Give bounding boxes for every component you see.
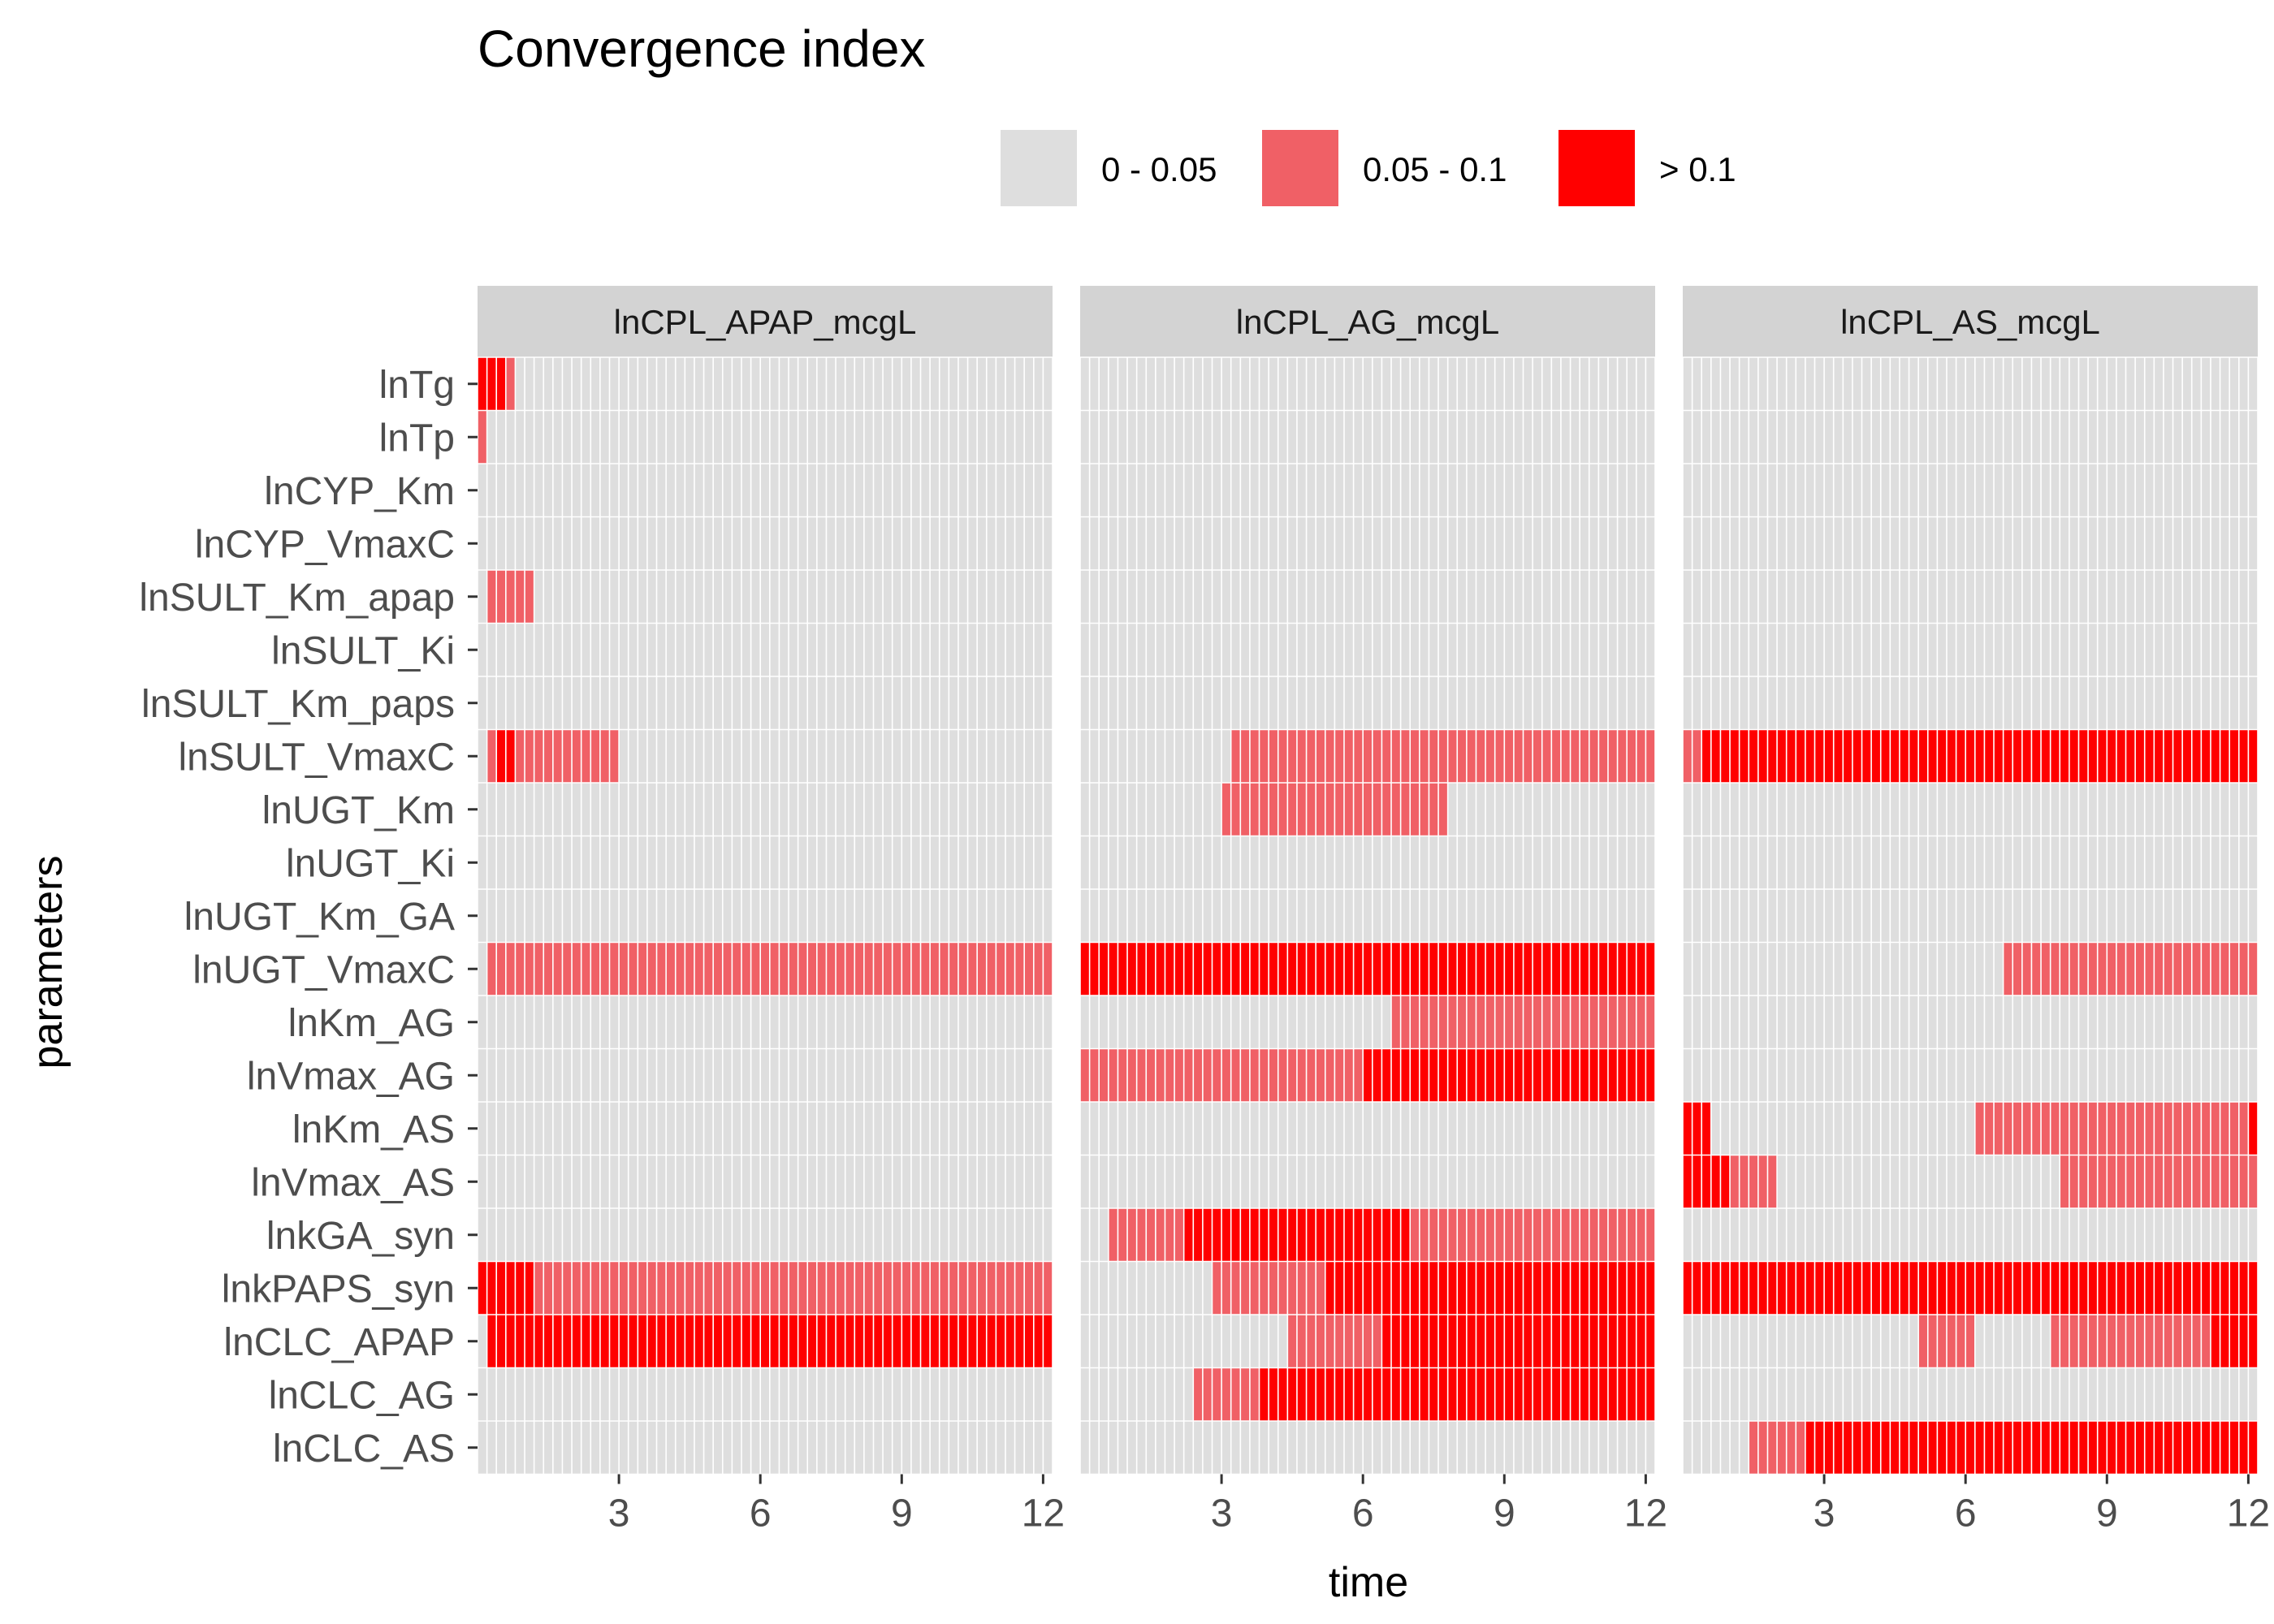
y-tick-label-lnVmax_AG: lnVmax_AG: [247, 1055, 455, 1098]
cell-grid: [1079, 356, 1656, 1475]
y-tick-label-lnCYP_Km: lnCYP_Km: [264, 470, 455, 513]
cell-range-lnkPAPS_syn-1: [1325, 1261, 1655, 1315]
y-axis: lnTg lnTp lnCYP_Km lnCYP_VmaxC lnSULT_Km_apa…: [139, 364, 478, 1471]
y-tick-label-lnKm_AS: lnKm_AS: [292, 1108, 455, 1151]
cell-range-lnKm_AS-2: [2248, 1102, 2258, 1155]
cell-range-lnSULT_VmaxC-0: [1230, 729, 1655, 783]
facet-strip-label: lnCPL_AS_mcgL: [1840, 303, 2100, 341]
y-tick-label-lnCLC_AS: lnCLC_AS: [273, 1427, 455, 1471]
legend-label-0: 0 - 0.05: [1101, 150, 1217, 188]
legend-key-2: [1559, 130, 1635, 206]
cell-range-lnUGT_VmaxC-0: [1080, 942, 1655, 996]
cell-range-lnTg-0: [478, 357, 506, 411]
y-tick-label-lnVmax_AS: lnVmax_AS: [251, 1161, 455, 1204]
x-axis-title: time: [1329, 1559, 1408, 1606]
cell-range-lnCLC_APAP-2: [2210, 1315, 2258, 1368]
legend-key-0: [1001, 130, 1077, 206]
y-tick-label-lnkGA_syn: lnkGA_syn: [266, 1215, 455, 1258]
cell-range-lnkPAPS_syn-0: [1683, 1261, 2258, 1315]
x-tick-label-1: 6: [750, 1492, 772, 1535]
facet-panel-0: lnCPL_APAP_mcgL 3 6 9 12: [477, 286, 1065, 1535]
cell-range-lnKm_AS-0: [1683, 1102, 1711, 1155]
cell-range-lnTp-0: [478, 410, 487, 464]
cell-range-lnUGT_VmaxC-0: [2003, 942, 2258, 996]
chart-title: Convergence index: [478, 19, 925, 78]
y-tick-label-lnUGT_Km: lnUGT_Km: [262, 789, 455, 832]
x-tick-label-2: 9: [2096, 1492, 2118, 1535]
facet-strip-label: lnCPL_APAP_mcgL: [614, 303, 917, 341]
y-tick-label-lnSULT_VmaxC: lnSULT_VmaxC: [178, 736, 455, 779]
cell-range-lnkPAPS_syn-1: [534, 1261, 1053, 1315]
x-tick-label-3: 12: [2227, 1492, 2270, 1535]
legend-label-2: > 0.1: [1659, 150, 1736, 188]
y-tick-label-lnUGT_VmaxC: lnUGT_VmaxC: [192, 948, 455, 991]
y-axis-title: parameters: [24, 856, 71, 1069]
y-tick-label-lnUGT_Ki: lnUGT_Ki: [286, 842, 455, 885]
cell-range-lnTg-1: [505, 357, 516, 411]
cell-range-lnCLC_APAP-1: [1381, 1315, 1655, 1368]
cell-range-lnVmax_AS-2: [2060, 1155, 2258, 1208]
y-tick-label-lnCYP_VmaxC: lnCYP_VmaxC: [195, 523, 455, 566]
facet-strip: [1080, 286, 1655, 357]
cell-range-lnKm_AS-1: [1974, 1102, 2249, 1155]
x-tick-label-3: 12: [1624, 1492, 1667, 1535]
cell-range-lnCLC_APAP-1: [2050, 1315, 2211, 1368]
x-tick-label-2: 9: [891, 1492, 913, 1535]
x-tick-label-1: 6: [1352, 1492, 1374, 1535]
y-tick-label-lnkPAPS_syn: lnkPAPS_syn: [222, 1268, 455, 1311]
y-tick-label-lnUGT_Km_GA: lnUGT_Km_GA: [184, 896, 455, 939]
y-tick-label-lnCLC_APAP: lnCLC_APAP: [223, 1321, 455, 1364]
x-tick-label-0: 3: [608, 1492, 630, 1535]
x-tick-label-0: 3: [1211, 1492, 1233, 1535]
y-tick-label-lnSULT_Km_paps: lnSULT_Km_paps: [141, 683, 455, 726]
y-tick-label-lnTp: lnTp: [379, 417, 455, 460]
cell-grid: [1682, 356, 2259, 1475]
cell-range-lnSULT_VmaxC-2: [515, 729, 620, 783]
y-tick-label-lnTg: lnTg: [379, 364, 455, 407]
y-tick-label-lnSULT_Ki: lnSULT_Ki: [271, 629, 455, 672]
facet-panel-1: lnCPL_AG_mcgL 3 6 9 12: [1079, 286, 1667, 1535]
cell-range-lnVmax_AG-1: [1363, 1048, 1655, 1102]
y-tick-label-lnKm_AG: lnKm_AG: [288, 1002, 455, 1045]
y-tick-label-lnSULT_Km_apap: lnSULT_Km_apap: [139, 577, 455, 620]
legend-label-1: 0.05 - 0.1: [1363, 150, 1507, 188]
cell-range-lnVmax_AS-0: [1683, 1155, 1731, 1208]
facet-strip: [1683, 286, 2258, 357]
cell-range-lnSULT_Km_apap-0: [486, 570, 534, 624]
facet-panel-2: lnCPL_AS_mcgL 3 6 9 12: [1682, 286, 2270, 1535]
legend-key-1: [1262, 130, 1338, 206]
y-tick-label-lnCLC_AG: lnCLC_AG: [269, 1374, 455, 1417]
x-tick-label-1: 6: [1955, 1492, 1977, 1535]
cell-range-lnSULT_VmaxC-1: [1701, 729, 2258, 783]
x-tick-label-2: 9: [1494, 1492, 1515, 1535]
cell-range-lnSULT_VmaxC-0: [486, 729, 497, 783]
cell-range-lnCLC_AG-0: [1193, 1367, 1260, 1421]
cell-range-lnVmax_AS-1: [1730, 1155, 1778, 1208]
x-tick-label-0: 3: [1814, 1492, 1835, 1535]
legend: 0 - 0.05 0.05 - 0.1 > 0.1: [1001, 130, 1736, 206]
facet-strip-label: lnCPL_AG_mcgL: [1236, 303, 1500, 341]
x-tick-label-3: 12: [1022, 1492, 1065, 1535]
facet-strip: [478, 286, 1053, 357]
